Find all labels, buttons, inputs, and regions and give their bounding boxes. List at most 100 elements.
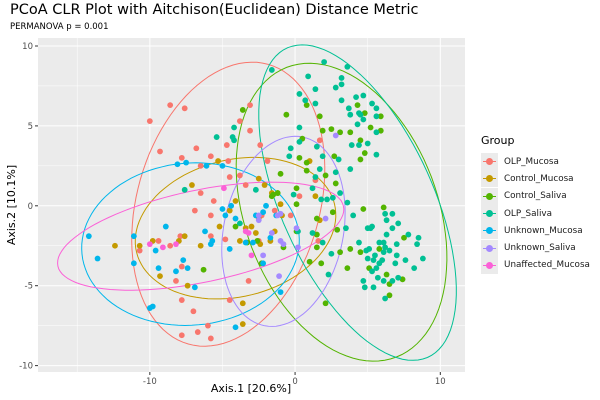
point-olp-saliva [364, 225, 371, 232]
point-olp-mucosa [236, 172, 243, 179]
point-olp-mucosa [167, 242, 174, 249]
point-olp-saliva [370, 257, 377, 264]
point-unknown-mucosa [219, 162, 226, 169]
legend-item-unaffected-mucosa: Unaffected_Mucosa [481, 256, 590, 274]
point-olp-saliva [366, 246, 373, 252]
point-unaffected-mucosa [173, 241, 179, 248]
axis-ticks: -10 0 10 -10 -5 0 5 10 [19, 42, 446, 387]
point-olp-mucosa [191, 207, 198, 214]
point-olp-saliva [213, 134, 220, 140]
point-unknown-mucosa [222, 212, 229, 219]
point-olp-saliva [360, 92, 367, 99]
point-control-saliva [270, 191, 277, 198]
point-control-saliva [306, 258, 313, 265]
point-olp-saliva [268, 67, 275, 73]
point-control-mucosa [197, 242, 204, 249]
point-unknown-mucosa [277, 289, 284, 295]
point-unknown-mucosa [260, 209, 267, 216]
point-olp-saliva [360, 278, 367, 284]
point-control-saliva [360, 206, 367, 212]
point-olp-saliva [380, 249, 387, 256]
point-olp-saliva [364, 140, 371, 147]
point-control-mucosa [312, 193, 319, 200]
point-unknown-mucosa [202, 228, 208, 235]
point-control-saliva [347, 246, 354, 252]
point-olp-saliva [393, 252, 400, 259]
y-tick-label: 10 [22, 42, 33, 52]
point-olp-mucosa [173, 278, 179, 284]
point-olp-saliva [369, 223, 375, 230]
point-olp-saliva [325, 271, 332, 278]
point-olp-saliva [380, 278, 387, 284]
y-tick-label: -10 [19, 362, 33, 372]
point-olp-mucosa [271, 207, 278, 214]
point-control-saliva [322, 300, 329, 307]
legend: Group OLP_Mucosa Control_Mucosa Control_Sa… [481, 134, 590, 274]
point-olp-mucosa [226, 174, 233, 180]
legend-title: Group [481, 134, 515, 147]
point-control-saliva [254, 238, 261, 244]
point-olp-mucosa [167, 102, 174, 109]
point-olp-mucosa [316, 137, 323, 144]
point-control-saliva [357, 137, 364, 144]
point-unknown-saliva [260, 252, 267, 259]
point-olp-saliva [370, 284, 377, 291]
legend-label: Unknown_Mucosa [504, 225, 583, 236]
point-unknown-mucosa [260, 260, 267, 267]
point-olp-mucosa [315, 238, 322, 244]
point-unknown-saliva [274, 212, 281, 219]
legend-label: OLP_Mucosa [504, 156, 559, 167]
point-control-saliva [361, 150, 368, 156]
legend-label: Unaffected_Mucosa [504, 260, 590, 271]
point-olp-saliva [321, 59, 328, 65]
point-control-mucosa [232, 198, 239, 204]
point-control-mucosa [136, 242, 143, 249]
point-control-saliva [316, 113, 323, 120]
point-unknown-mucosa [149, 303, 156, 310]
point-olp-saliva [309, 185, 316, 192]
points [85, 59, 426, 342]
point-unknown-mucosa [183, 159, 190, 166]
point-unknown-mucosa [228, 202, 235, 209]
point-olp-saliva [376, 239, 383, 246]
point-unknown-mucosa [232, 215, 239, 222]
point-olp-mucosa [181, 105, 188, 112]
point-olp-saliva [319, 153, 326, 160]
point-olp-mucosa [178, 297, 185, 303]
point-control-saliva [337, 129, 343, 136]
point-olp-saliva [319, 239, 326, 246]
point-olp-saliva [181, 186, 188, 193]
point-olp-saliva [353, 94, 359, 101]
point-control-saliva [319, 127, 326, 134]
point-olp-saliva [296, 91, 303, 97]
legend-key-icon [481, 239, 498, 257]
point-control-mucosa [181, 233, 188, 240]
y-axis-label: Axis.2 [10.1%] [5, 165, 18, 245]
point-olp-mucosa [207, 153, 214, 160]
point-control-saliva [303, 159, 310, 166]
x-tick-label: -10 [143, 377, 157, 387]
point-olp-mucosa [157, 148, 163, 155]
point-olp-saliva [312, 174, 319, 180]
ellipse-unknown-mucosa [81, 162, 300, 327]
point-control-saliva [332, 180, 339, 187]
ellipse-control-mucosa [134, 156, 337, 300]
point-olp-saliva [287, 145, 294, 152]
point-unknown-mucosa [130, 260, 137, 267]
point-olp-mucosa [194, 329, 201, 335]
point-control-saliva [347, 129, 354, 136]
point-olp-mucosa [226, 297, 233, 303]
point-control-saliva [367, 124, 374, 131]
point-olp-saliva [382, 244, 389, 251]
point-unknown-mucosa [263, 202, 269, 209]
point-olp-saliva [332, 169, 339, 176]
point-olp-saliva [344, 199, 351, 206]
point-control-saliva [293, 185, 300, 192]
point-olp-saliva [324, 196, 330, 203]
point-control-saliva [303, 167, 310, 174]
point-olp-saliva [382, 210, 389, 217]
point-olp-saliva [389, 210, 396, 217]
point-control-saliva [344, 265, 351, 272]
point-olp-saliva [347, 111, 354, 118]
point-olp-saliva [373, 113, 380, 120]
